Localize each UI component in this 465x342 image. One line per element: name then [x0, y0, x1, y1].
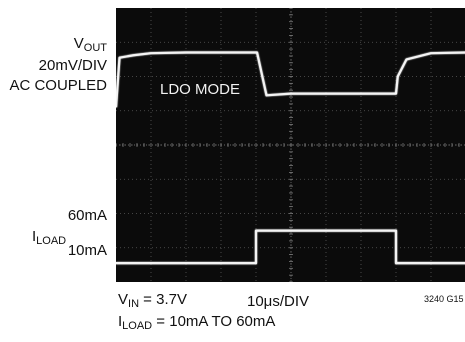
iload-note: ILOAD = 10mA TO 60mA	[118, 313, 276, 332]
trace-i-load	[116, 229, 465, 265]
vout-scale-label: 20mV/DIV	[38, 57, 107, 74]
load-low-label: 10mA	[67, 242, 107, 259]
trace-v-out	[116, 51, 465, 108]
vout-coupling-label: AC COUPLED	[9, 77, 107, 94]
figure-id: 3240 G15	[424, 294, 464, 304]
vin-note: VIN = 3.7V	[118, 291, 187, 310]
vout-label: VOUT	[73, 35, 107, 54]
load-high-label: 60mA	[67, 207, 107, 224]
scope-display: LDO MODE	[116, 8, 465, 282]
mode-label: LDO MODE	[160, 81, 240, 98]
timebase-label: 10μs/DIV	[247, 293, 309, 310]
iload-label: ILOAD	[32, 228, 67, 247]
